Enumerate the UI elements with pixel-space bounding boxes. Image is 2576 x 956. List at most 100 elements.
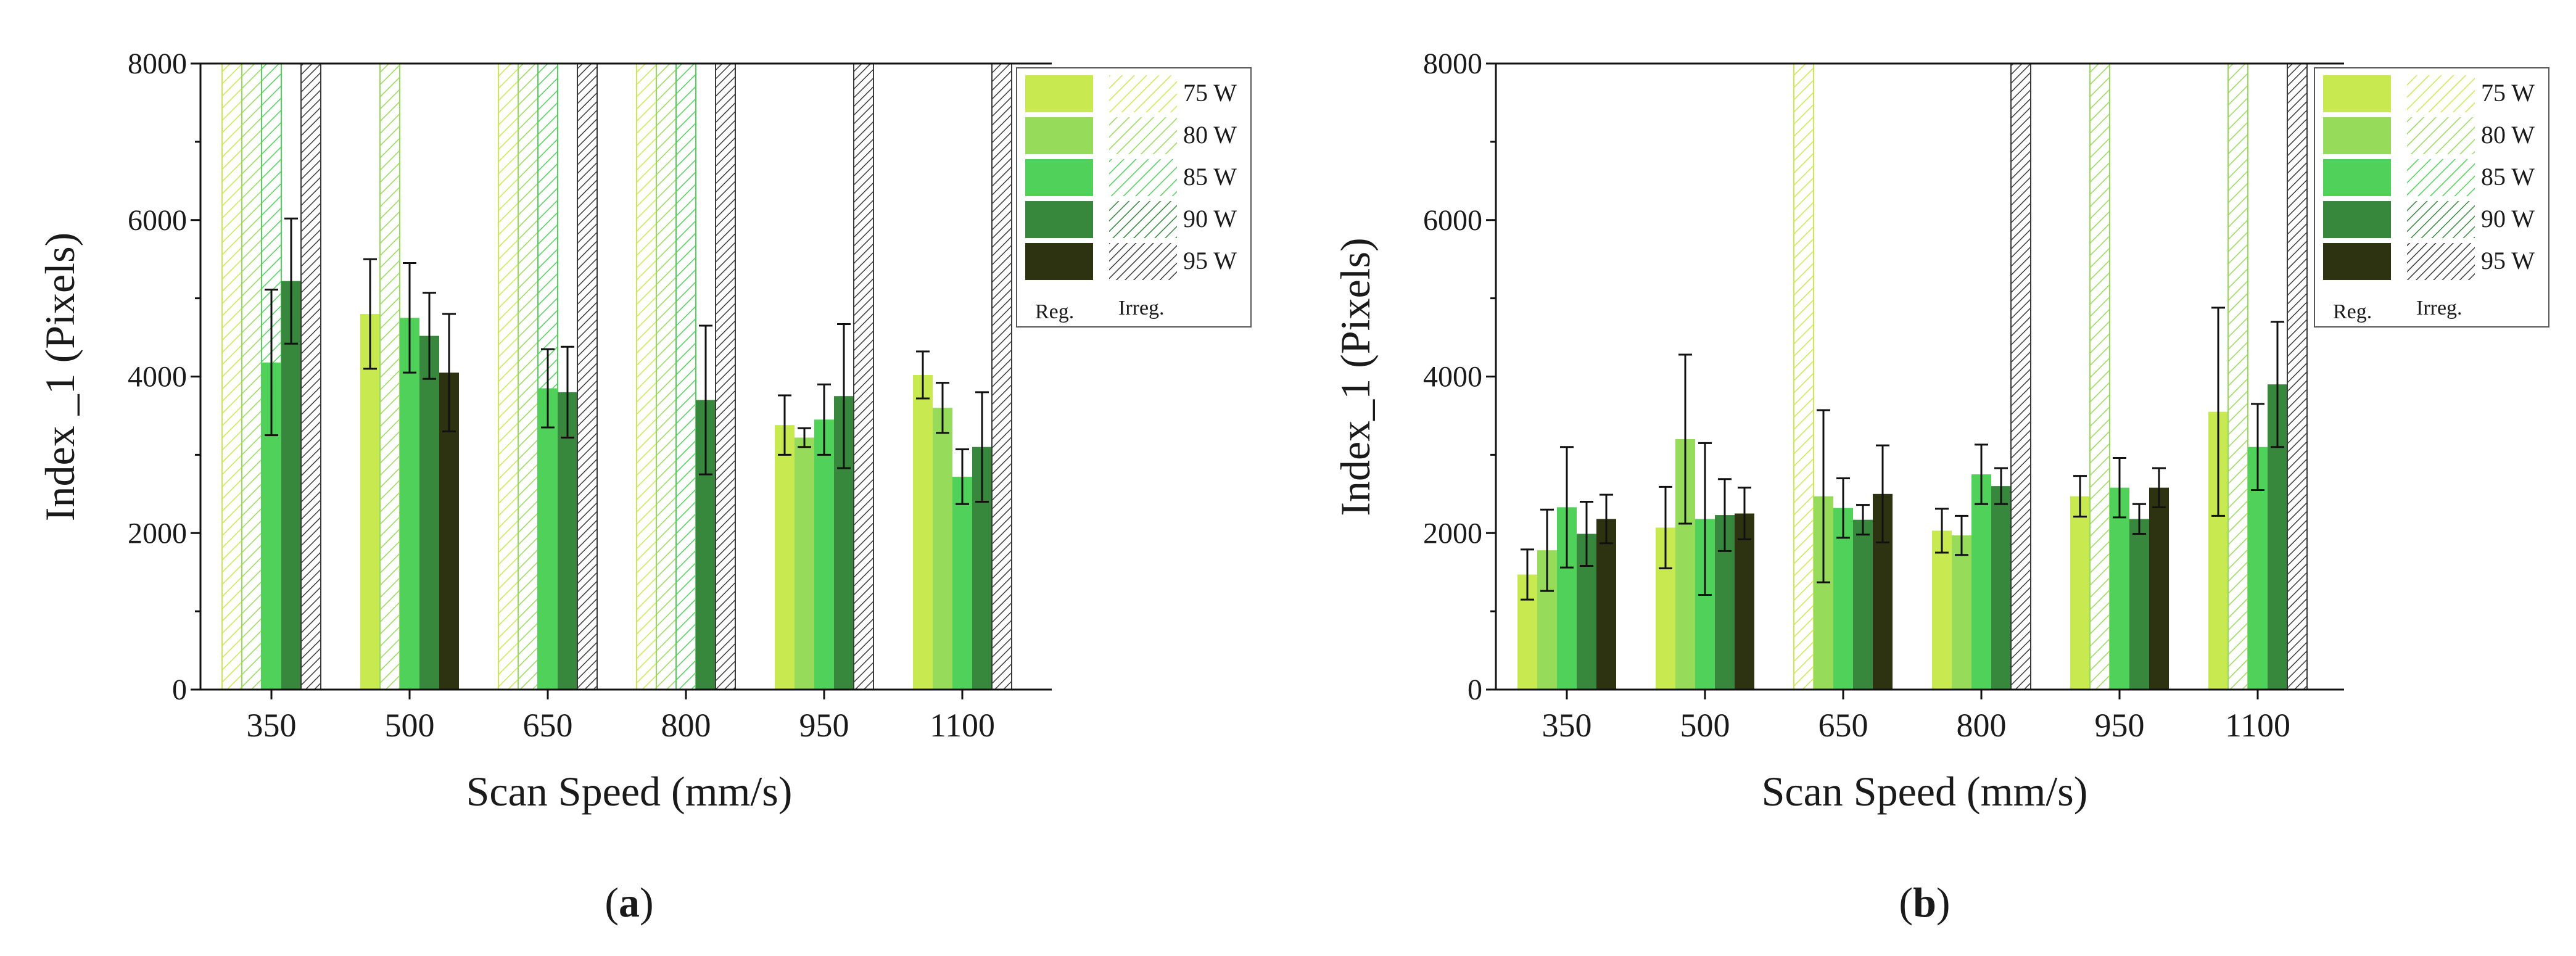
- legend-series-label: 75 W: [2481, 79, 2535, 107]
- bar: [795, 437, 814, 690]
- hatched-bar-irregular: [656, 63, 677, 690]
- bar: [558, 392, 577, 690]
- legend-swatch-irregular: [1109, 201, 1177, 238]
- legend-swatch-irregular: [1109, 243, 1177, 280]
- chart-panel-b: Index_1 (Pixels) Scan Speed (mm/s) (b) 0…: [1332, 47, 2549, 926]
- legend-reg-label: Reg.: [2333, 300, 2372, 323]
- legend-swatch-irregular: [2407, 243, 2475, 280]
- legend-swatch-irregular: [2407, 201, 2475, 238]
- hatched-bar-irregular: [221, 63, 242, 690]
- hatched-bar-irregular: [2089, 63, 2110, 690]
- hatched-bar-irregular: [636, 63, 657, 690]
- x-tick-label: 1100: [2225, 707, 2290, 744]
- x-tick-label: 350: [1542, 707, 1592, 744]
- legend-series-label: 95 W: [2481, 247, 2535, 274]
- bar: [400, 318, 419, 690]
- panel-label: (b): [1899, 879, 1950, 926]
- legend-swatch-regular: [1025, 201, 1093, 238]
- legend-swatch-irregular: [2407, 117, 2475, 154]
- hatched-bar-irregular: [2227, 63, 2248, 690]
- hatched-bar-irregular: [2287, 63, 2308, 690]
- legend-swatch-regular: [2323, 75, 2391, 112]
- hatched-bar-irregular: [577, 63, 598, 690]
- legend-series-label: 85 W: [2481, 163, 2535, 191]
- bar: [360, 314, 380, 690]
- bar: [1596, 519, 1616, 690]
- legend-reg-label: Reg.: [1035, 300, 1074, 323]
- bar: [1853, 519, 1873, 690]
- bar: [281, 281, 301, 690]
- bar: [952, 476, 972, 690]
- bars: [1517, 63, 2308, 690]
- bar: [2070, 496, 2090, 690]
- hatched-bar-irregular: [2010, 63, 2031, 690]
- hatched-bar-irregular: [991, 63, 1012, 690]
- bar: [2129, 519, 2149, 690]
- x-tick-label: 500: [385, 707, 435, 744]
- x-tick-label: 1100: [930, 707, 995, 744]
- y-axis-label: Index_1 (Pixels): [1332, 237, 1379, 516]
- legend-irreg-label: Irreg.: [2416, 297, 2462, 319]
- x-tick-label: 800: [1957, 707, 2007, 744]
- legend-swatch-regular: [1025, 159, 1093, 196]
- legend-swatch-regular: [2323, 243, 2391, 280]
- legend-swatch-irregular: [1109, 75, 1177, 112]
- bar: [2149, 487, 2169, 690]
- y-tick-label: 2000: [1423, 517, 1482, 550]
- x-axis-label: Scan Speed (mm/s): [466, 768, 793, 815]
- bar: [1932, 530, 1952, 690]
- y-tick-label: 6000: [1423, 204, 1482, 237]
- legend-series-label: 95 W: [1183, 247, 1237, 274]
- hatched-bar-irregular: [715, 63, 736, 690]
- legend: 75 W 80 W 85 W 90 W 95 W Reg. Irreg.: [2314, 67, 2549, 328]
- legend-swatch-regular: [2323, 117, 2391, 154]
- legend-swatch-regular: [2323, 201, 2391, 238]
- bar: [1952, 535, 1971, 690]
- x-tick-label: 800: [661, 707, 711, 744]
- axes: 0 2000 4000 6000 8000 350 500 650 800 950 1100: [128, 47, 1052, 744]
- legend-series-label: 90 W: [2481, 205, 2535, 233]
- bar: [2110, 487, 2129, 690]
- bar: [1971, 474, 1991, 690]
- bar: [538, 388, 558, 690]
- x-tick-label: 650: [1818, 707, 1868, 744]
- legend-swatch-regular: [1025, 243, 1093, 280]
- x-tick-label: 950: [2095, 707, 2145, 744]
- y-tick-label: 2000: [128, 517, 187, 550]
- legend-series-label: 75 W: [1183, 79, 1237, 107]
- chart-panel-a: Index _1 (Pixels) Scan Speed (mm/s) (a) …: [36, 47, 1252, 926]
- legend-series-label: 80 W: [2481, 121, 2535, 149]
- hatched-bar-irregular: [241, 63, 262, 690]
- y-tick-label: 8000: [128, 47, 187, 80]
- hatched-bar-irregular: [853, 63, 874, 690]
- x-tick-label: 650: [523, 707, 573, 744]
- y-tick-label: 8000: [1423, 47, 1482, 80]
- y-tick-label: 0: [172, 674, 187, 706]
- hatched-bar-irregular: [518, 63, 539, 690]
- legend-swatch-regular: [2323, 159, 2391, 196]
- x-tick-label: 350: [247, 707, 297, 744]
- bar: [933, 408, 952, 690]
- y-tick-label: 4000: [1423, 361, 1482, 394]
- legend-swatch-irregular: [1109, 117, 1177, 154]
- x-axis-label: Scan Speed (mm/s): [1762, 768, 2088, 815]
- bar: [814, 419, 834, 690]
- bar: [913, 374, 933, 690]
- hatched-bar-irregular: [379, 63, 400, 690]
- axes: 0 2000 4000 6000 8000 350 500 650 800 950 1100: [1423, 47, 2344, 744]
- legend-irreg-label: Irreg.: [1118, 297, 1165, 319]
- hatched-bar-irregular: [675, 63, 696, 690]
- hatched-bar-irregular: [1793, 63, 1814, 690]
- legend-swatch-irregular: [1109, 159, 1177, 196]
- panel-label: (a): [605, 879, 653, 926]
- legend-series-label: 80 W: [1183, 121, 1237, 149]
- bar: [775, 425, 795, 690]
- bar: [1735, 513, 1754, 690]
- x-tick-label: 500: [1680, 707, 1730, 744]
- legend-swatch-regular: [1025, 117, 1093, 154]
- legend-swatch-irregular: [2407, 159, 2475, 196]
- hatched-bar-irregular: [498, 63, 519, 690]
- y-tick-label: 0: [1468, 674, 1482, 706]
- legend-swatch-irregular: [2407, 75, 2475, 112]
- legend: 75 W 80 W 85 W 90 W 95 W Reg. Irreg.: [1016, 67, 1252, 328]
